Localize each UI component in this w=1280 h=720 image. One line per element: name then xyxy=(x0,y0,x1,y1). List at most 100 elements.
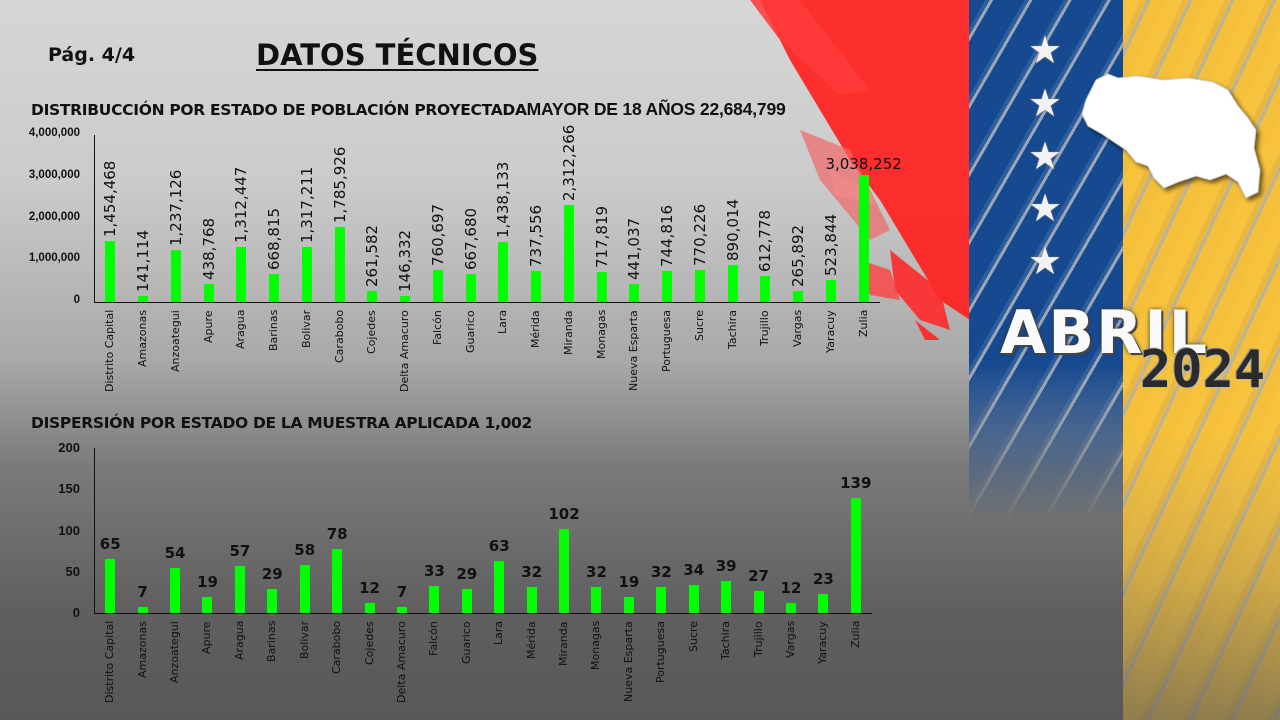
sample-bar xyxy=(818,594,829,613)
sample-bar xyxy=(559,528,570,613)
population-value-label: 770,226 xyxy=(690,203,709,266)
population-category-label: Barinas xyxy=(267,309,281,351)
population-bar xyxy=(334,227,345,302)
star-icon: ★ xyxy=(1028,136,1063,178)
sample-bar xyxy=(656,586,667,613)
population-y-tick: 3,000,000 xyxy=(28,168,80,181)
population-value-label: 1,438,133 xyxy=(494,161,513,238)
population-bar xyxy=(170,250,181,302)
sample-category-label: Delta Amacuro xyxy=(394,621,408,703)
population-category-label: Vargas xyxy=(791,309,805,347)
sample-category-label: Zulia xyxy=(848,620,862,648)
sample-bar xyxy=(494,561,505,613)
population-bar xyxy=(105,241,116,302)
sample-value-label: 65 xyxy=(99,535,121,554)
sample-value-label: 12 xyxy=(359,579,380,598)
sample-y-tick: 100 xyxy=(58,522,80,538)
population-value-label: 1,785,926 xyxy=(330,147,349,224)
sample-bar xyxy=(332,548,343,613)
population-value-label: 612,778 xyxy=(756,210,775,273)
sample-bar xyxy=(753,590,764,613)
sample-bar xyxy=(785,603,796,613)
population-category-label: Portuguesa xyxy=(660,310,674,372)
sample-bar xyxy=(299,565,310,613)
sample-value-label: 102 xyxy=(548,504,580,523)
page-title: DATOS TÉCNICOS xyxy=(256,38,539,72)
population-category-label: Falcón xyxy=(430,310,444,345)
population-x-axis xyxy=(94,302,880,303)
sample-category-label: Mérida xyxy=(524,621,538,659)
population-bar xyxy=(858,175,869,302)
population-value-label: 1,237,126 xyxy=(166,170,185,247)
sample-bar xyxy=(461,589,472,613)
sample-category-label: Distrito Capital xyxy=(103,620,117,703)
population-value-label: 890,014 xyxy=(723,198,742,261)
population-category-label: Zulia xyxy=(856,309,870,337)
population-value-label: 668,815 xyxy=(265,208,284,271)
population-value-label: 2,312,266 xyxy=(559,125,578,202)
population-category-label: Yaracuy xyxy=(823,310,837,353)
population-value-label: 141,114 xyxy=(134,230,153,293)
sample-y-tick: 150 xyxy=(58,481,80,497)
sample-bar xyxy=(364,603,375,613)
sample-bar xyxy=(137,607,148,613)
sample-value-label: 19 xyxy=(618,573,640,592)
sample-y-tick: 0 xyxy=(72,605,80,620)
sample-bar xyxy=(721,580,732,613)
sample-value-label: 23 xyxy=(812,570,834,589)
population-category-label: Cojedes xyxy=(365,310,379,354)
population-bar xyxy=(138,296,149,302)
population-category-label: Apure xyxy=(201,310,215,343)
sample-category-label: Barinas xyxy=(265,620,279,662)
population-chart-title: DISTRIBUCCIÓN POR ESTADO DE POBLACIÓN PR… xyxy=(31,99,786,120)
sample-category-label: Nueva Esparta xyxy=(621,621,635,702)
sample-value-label: 58 xyxy=(294,541,316,560)
population-bar xyxy=(563,205,574,302)
sample-value-label: 27 xyxy=(748,566,769,585)
venezuela-map-icon xyxy=(1081,73,1261,199)
sample-value-label: 33 xyxy=(423,561,445,580)
population-category-label: Bolivar xyxy=(299,309,313,348)
population-category-label: Trujillo xyxy=(758,310,772,346)
sample-value-label: 139 xyxy=(840,474,872,493)
sample-value-label: 7 xyxy=(137,583,148,602)
population-y-axis xyxy=(94,135,95,302)
sample-category-label: Aragua xyxy=(232,620,246,660)
population-bar xyxy=(432,270,443,302)
month-label: ABRIL xyxy=(1000,298,1209,368)
population-category-label: Distrito Capital xyxy=(103,309,117,392)
sample-bar xyxy=(688,584,699,613)
population-category-label: Anzoategui xyxy=(168,310,182,372)
sample-category-label: Trujillo xyxy=(751,621,765,657)
population-bar xyxy=(662,270,673,302)
population-value-label: 1,312,447 xyxy=(232,166,251,244)
population-value-label: 265,892 xyxy=(789,224,808,287)
population-category-label: Monagas xyxy=(594,309,608,359)
population-bar xyxy=(203,283,214,302)
population-value-label: 667,680 xyxy=(461,208,480,271)
population-bar xyxy=(596,272,607,302)
population-value-label: 760,697 xyxy=(428,204,447,267)
sample-category-label: Anzoategui xyxy=(168,621,182,683)
star-icon: ★ xyxy=(1028,30,1063,72)
population-value-label: 523,844 xyxy=(821,214,840,277)
sample-y-axis xyxy=(94,448,95,613)
population-y-tick: 2,000,000 xyxy=(28,210,80,223)
sample-bar xyxy=(202,597,213,613)
star-icon: ★ xyxy=(1028,241,1063,283)
sample-bar xyxy=(396,607,407,613)
sample-category-label: Amazonas xyxy=(135,621,149,678)
population-bar xyxy=(760,276,771,302)
population-category-label: Tachira xyxy=(725,310,739,349)
sample-bar xyxy=(105,559,116,613)
population-category-label: Aragua xyxy=(234,309,248,349)
sample-x-axis xyxy=(94,613,872,614)
sample-bar xyxy=(623,597,634,613)
sample-value-label: 32 xyxy=(521,562,543,581)
population-bar xyxy=(727,264,738,302)
population-category-label: Lara xyxy=(496,309,510,334)
population-bar xyxy=(694,269,705,302)
population-value-label: 1,454,468 xyxy=(101,160,120,238)
sample-category-label: Bolivar xyxy=(297,620,311,659)
population-chart-title-part2: MAYOR DE 18 AÑOS 22,684,799 xyxy=(526,99,786,119)
